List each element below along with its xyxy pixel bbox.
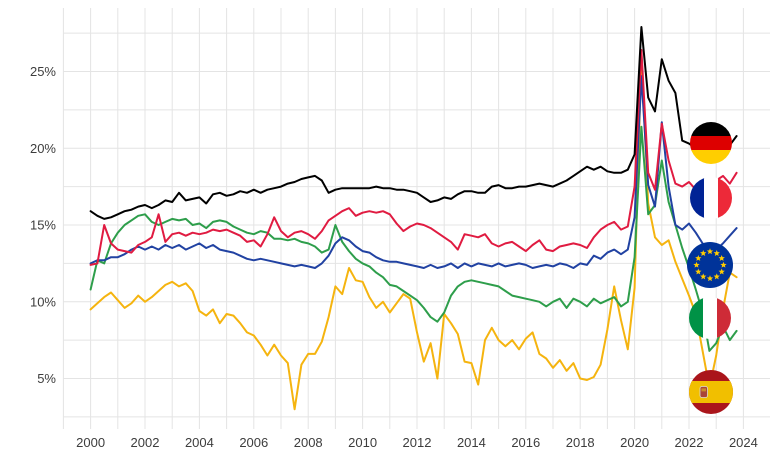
x-axis-tick-label: 2002 <box>131 435 160 450</box>
eu-star <box>720 261 727 268</box>
x-axis-tick-label: 2012 <box>403 435 432 450</box>
y-axis-tick-label: 10% <box>30 294 56 309</box>
eu-star <box>718 254 725 261</box>
x-axis-tick-label: 2008 <box>294 435 323 450</box>
germany-flag-icon <box>690 122 732 164</box>
eu-flag-icon <box>687 242 733 288</box>
x-axis-tick-label: 2004 <box>185 435 214 450</box>
x-axis-tick-label: 2020 <box>620 435 649 450</box>
y-axis-tick-labels: 5% 10% 15% 20% 25% <box>30 64 56 386</box>
france-line <box>89 49 738 266</box>
y-axis-tick-label: 25% <box>30 64 56 79</box>
x-axis-tick-label: 2016 <box>511 435 540 450</box>
spain-flag-icon <box>689 370 733 414</box>
eu-star <box>700 273 707 280</box>
eu-star <box>713 250 720 256</box>
italy-flag-icon <box>689 297 731 339</box>
european-union-line <box>89 75 738 269</box>
spain-crest <box>699 386 708 398</box>
x-axis-tick-label: 2000 <box>76 435 105 450</box>
france-flag-icon <box>690 177 732 219</box>
y-axis-tick-label: 5% <box>37 371 56 386</box>
eu-star <box>700 250 707 256</box>
italy-line <box>89 125 738 352</box>
y-axis-tick-label: 20% <box>30 141 56 156</box>
y-axis-tick-label: 15% <box>30 218 56 233</box>
eu-star <box>713 273 720 280</box>
eu-star <box>706 248 714 255</box>
x-axis-tick-label: 2022 <box>675 435 704 450</box>
eu-star <box>693 261 700 268</box>
x-axis-tick-label: 2018 <box>566 435 595 450</box>
eu-star <box>695 254 702 261</box>
eu-star <box>706 275 714 282</box>
germany-line <box>89 26 738 220</box>
x-axis-tick-label: 2006 <box>239 435 268 450</box>
spain-line <box>89 55 738 411</box>
x-axis-tick-label: 2014 <box>457 435 486 450</box>
eu-star <box>718 268 725 275</box>
eu-star <box>695 268 702 275</box>
x-axis-tick-label: 2024 <box>729 435 758 450</box>
x-axis-tick-label: 2010 <box>348 435 377 450</box>
x-axis-tick-labels: 2000 2002 2004 2006 2008 2010 2012 2014 2016 2018… <box>76 435 758 450</box>
grid <box>62 8 770 429</box>
